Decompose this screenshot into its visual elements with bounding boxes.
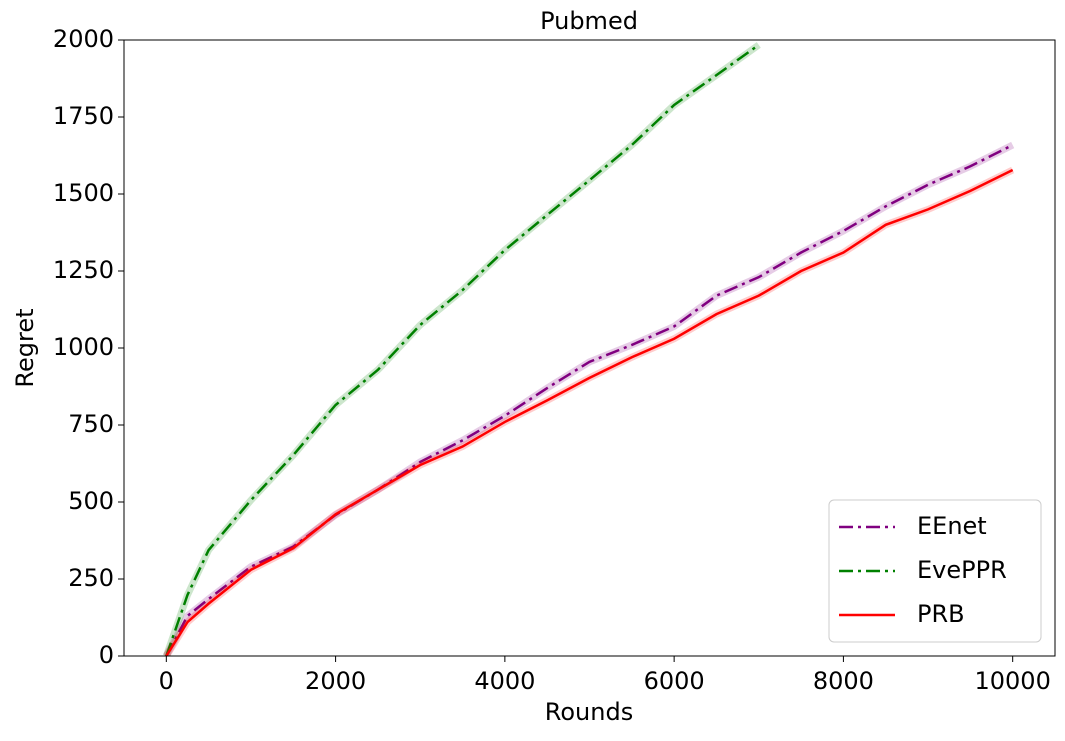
plot-area [163,42,1015,656]
y-tick-label: 0 [99,641,114,669]
y-tick-label: 500 [68,487,114,515]
legend-label: EEnet [917,512,987,540]
y-tick-label: 2000 [53,25,114,53]
line [165,168,1014,656]
legend-label: EvePPR [917,556,1007,584]
chart-title: Pubmed [540,7,638,35]
legend-box [828,499,1042,643]
line [165,143,1014,656]
y-tick-label: 1500 [53,179,114,207]
legend-label: PRB [917,600,965,628]
x-tick-label: 8000 [813,667,874,695]
y-axis-label: Regret [11,308,39,387]
y-tick-label: 1750 [53,102,114,130]
y-tick-label: 750 [68,410,114,438]
x-tick-label: 10000 [975,667,1051,695]
x-tick-label: 0 [159,667,174,695]
y-tick-label: 1000 [53,333,114,361]
x-tick-label: 2000 [305,667,366,695]
line [165,43,760,656]
x-tick-label: 6000 [644,667,705,695]
y-tick-label: 250 [68,564,114,592]
x-tick-label: 4000 [474,667,535,695]
y-tick-label: 1250 [53,256,114,284]
x-axis-label: Rounds [545,698,633,726]
